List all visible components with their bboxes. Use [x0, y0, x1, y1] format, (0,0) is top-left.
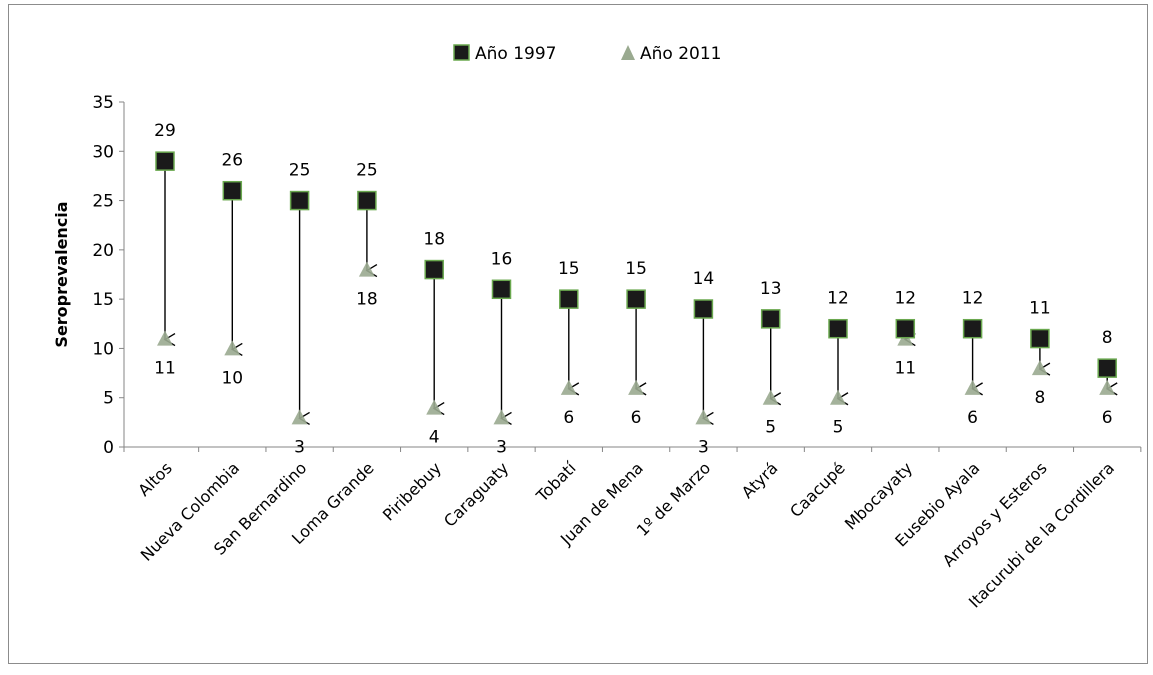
legend-marker-2011 — [621, 45, 635, 60]
data-label-1997: 12 — [962, 289, 984, 309]
point-2011 — [291, 409, 308, 425]
point-1997 — [155, 151, 175, 171]
data-label-1997: 29 — [154, 121, 176, 141]
data-label-1997: 8 — [1102, 328, 1113, 348]
x-category-label: Tobatí — [532, 458, 580, 506]
data-label-1997: 18 — [423, 230, 445, 250]
x-category-label: Altos — [134, 458, 176, 500]
point-1997 — [1030, 328, 1050, 349]
point-1997 — [222, 180, 243, 201]
point-1997 — [828, 318, 848, 339]
data-label-2011: 6 — [563, 408, 574, 428]
data-label-2011: 10 — [221, 368, 243, 388]
point-2011 — [830, 389, 846, 405]
x-category-label: Caraguaty — [440, 458, 512, 530]
point-2011 — [358, 261, 375, 277]
y-tick-label: 20 — [92, 241, 114, 261]
y-tick-label: 5 — [103, 389, 114, 409]
data-label-1997: 25 — [289, 161, 311, 181]
y-tick-label: 0 — [103, 438, 114, 458]
legend-label-2011: Año 2011 — [640, 44, 721, 64]
data-label-1997: 15 — [625, 259, 647, 279]
point-2011 — [157, 330, 173, 346]
data-label-2011: 11 — [894, 359, 916, 379]
data-label-2011: 18 — [356, 290, 378, 310]
point-2011 — [1099, 379, 1116, 395]
data-label-1997: 25 — [356, 161, 378, 181]
y-tick-label: 15 — [92, 290, 114, 310]
data-label-2011: 5 — [833, 418, 844, 438]
data-label-1997: 12 — [827, 289, 849, 309]
point-1997 — [962, 318, 983, 339]
point-2011 — [426, 399, 443, 415]
point-2011 — [695, 409, 712, 425]
data-label-2011: 3 — [294, 437, 305, 457]
chart-frame: Año 1997 Año 2011 0 5 10 15 20 25 30 35 Altos Nuev… — [8, 4, 1148, 664]
point-1997 — [491, 279, 512, 300]
data-label-2011: 3 — [698, 437, 709, 457]
point-1997 — [289, 190, 310, 211]
data-label-2011: 11 — [154, 359, 176, 379]
point-2011 — [1031, 360, 1048, 376]
data-label-1997: 12 — [894, 289, 916, 309]
point-1997 — [357, 190, 377, 211]
x-category-label: Caacupé — [786, 458, 849, 521]
data-label-2011: 5 — [765, 418, 776, 438]
data-label-1997: 14 — [693, 269, 715, 289]
y-tick-label: 35 — [92, 93, 114, 113]
point-1997 — [626, 289, 646, 309]
x-category-label: Atyrá — [738, 458, 782, 502]
seroprevalence-chart: Año 1997 Año 2011 05101520253035AltosNuev… — [52, 44, 1142, 612]
legend-label-1997: Año 1997 — [475, 44, 556, 64]
data-label-2011: 6 — [967, 408, 978, 428]
data-label-2011: 4 — [429, 428, 440, 448]
data-label-2011: 6 — [631, 408, 642, 428]
point-2011 — [493, 409, 510, 425]
point-2011 — [560, 379, 577, 395]
data-label-1997: 11 — [1029, 299, 1051, 319]
point-2011 — [224, 340, 241, 356]
data-label-1997: 15 — [558, 259, 580, 279]
y-tick-label: 10 — [92, 339, 114, 359]
data-label-2011: 6 — [1102, 408, 1113, 428]
x-category-label: Piribebuy — [379, 458, 445, 524]
point-1997 — [895, 318, 916, 339]
point-1997 — [760, 309, 781, 329]
data-label-1997: 26 — [221, 151, 243, 171]
point-1997 — [424, 259, 444, 280]
data-labels: 29 11 26 10 25 3 25 18 18 4 16 3 15 6 15 6 14 3 13 5 12 5 12 11… — [154, 121, 1112, 457]
y-tick-label: 30 — [92, 142, 114, 162]
legend-marker-1997 — [453, 44, 470, 61]
data-label-2011: 8 — [1034, 388, 1045, 408]
y-tick-label: 25 — [92, 192, 114, 212]
marks — [155, 151, 1117, 425]
point-1997 — [693, 299, 714, 319]
point-2011 — [762, 389, 779, 405]
data-label-2011: 3 — [496, 437, 507, 457]
point-1997 — [1097, 358, 1117, 378]
y-axis-title: Seroprevalencia — [52, 201, 71, 347]
data-label-1997: 16 — [491, 249, 513, 269]
point-1997 — [559, 289, 579, 309]
arrows — [163, 161, 1118, 426]
point-2011 — [964, 379, 981, 395]
point-2011 — [628, 379, 645, 395]
x-category-label: Itacurubi de la Cordillera — [965, 458, 1118, 611]
legend: Año 1997 Año 2011 — [453, 44, 721, 64]
data-label-1997: 13 — [760, 279, 782, 299]
